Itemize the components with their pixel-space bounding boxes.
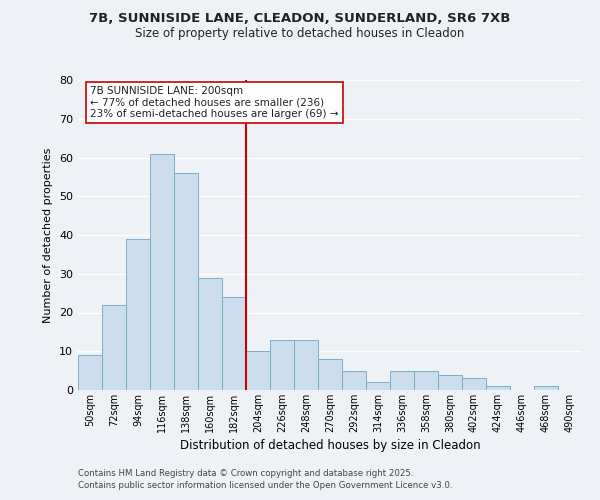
Bar (126, 239, 150, 390)
Bar (222, 297, 246, 390)
Text: 7B SUNNISIDE LANE: 200sqm
← 77% of detached houses are smaller (236)
23% of semi: 7B SUNNISIDE LANE: 200sqm ← 77% of detac… (90, 86, 339, 119)
Bar (174, 173, 198, 390)
Bar (534, 386, 558, 390)
Bar (198, 278, 222, 390)
Bar (414, 370, 438, 390)
Bar (342, 370, 366, 390)
Text: Size of property relative to detached houses in Cleadon: Size of property relative to detached ho… (136, 28, 464, 40)
Bar (294, 340, 318, 390)
X-axis label: Distribution of detached houses by size in Cleadon: Distribution of detached houses by size … (179, 439, 481, 452)
Bar (438, 374, 462, 390)
Bar (462, 378, 486, 390)
Text: 7B, SUNNISIDE LANE, CLEADON, SUNDERLAND, SR6 7XB: 7B, SUNNISIDE LANE, CLEADON, SUNDERLAND,… (89, 12, 511, 26)
Bar (486, 386, 510, 390)
Y-axis label: Number of detached properties: Number of detached properties (43, 148, 53, 322)
Text: Contains public sector information licensed under the Open Government Licence v3: Contains public sector information licen… (78, 481, 452, 490)
Bar (270, 340, 294, 390)
Bar (390, 370, 414, 390)
Bar (318, 359, 342, 390)
Bar (78, 355, 102, 390)
Bar (366, 382, 390, 390)
Bar (150, 154, 174, 390)
Bar (102, 304, 126, 390)
Bar (246, 351, 270, 390)
Text: Contains HM Land Registry data © Crown copyright and database right 2025.: Contains HM Land Registry data © Crown c… (78, 468, 413, 477)
